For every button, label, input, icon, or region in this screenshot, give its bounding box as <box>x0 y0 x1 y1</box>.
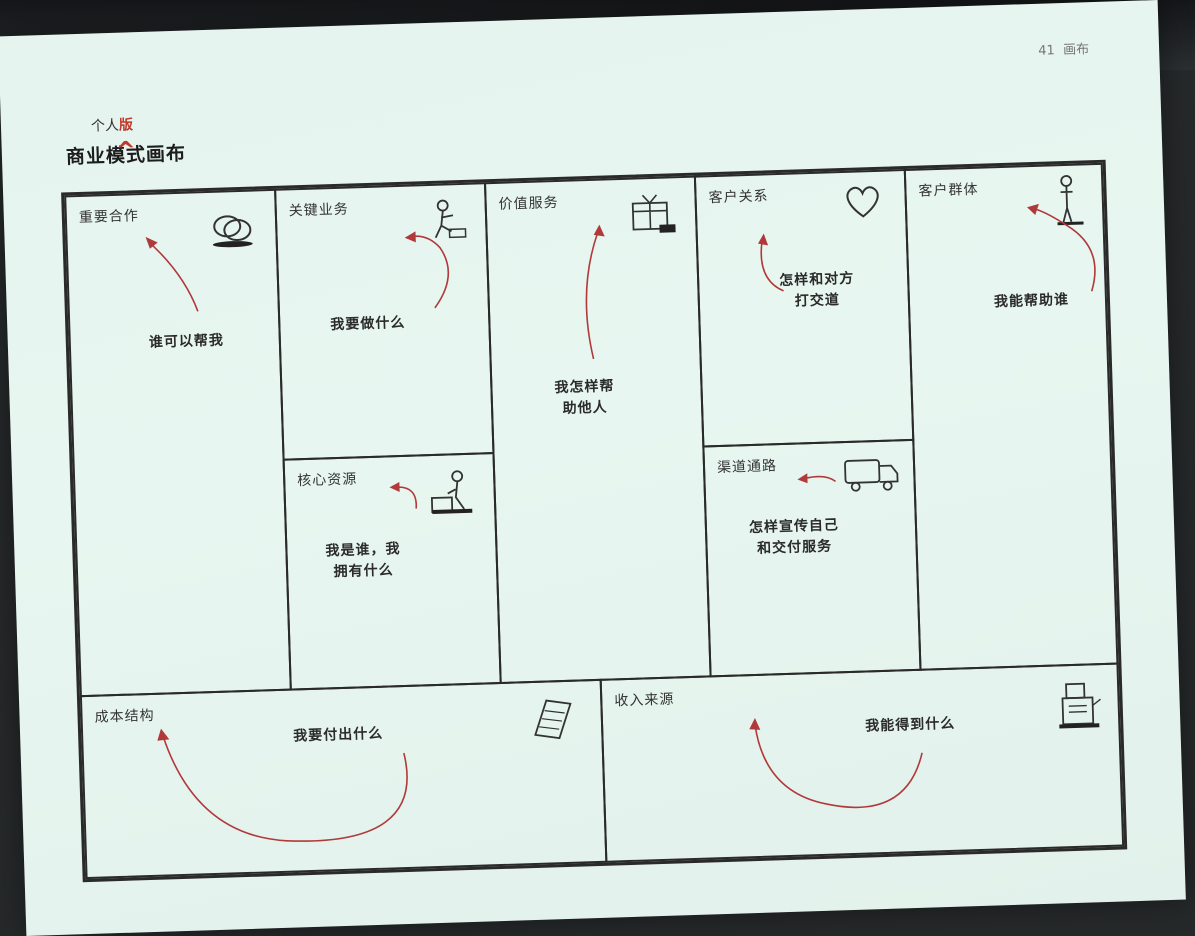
block-value-propositions: 价值服务 我怎样帮 助他人 <box>483 175 712 685</box>
block-question: 谁可以帮我 <box>148 332 225 351</box>
receipt-icon <box>534 699 572 740</box>
gift-box-icon <box>631 194 676 233</box>
arrow-icon <box>145 236 199 312</box>
cash-register-icon <box>1059 682 1101 729</box>
block-revenue-streams: 收入来源 我能得到什么 <box>599 662 1125 863</box>
business-model-canvas: 重要合作 谁可以帮我 关键业务 我要做什 <box>61 159 1128 883</box>
block-question: 我是谁，我 拥有什么 <box>325 541 401 581</box>
arrow-icon <box>157 728 408 842</box>
block-question: 我要付出什么 <box>293 725 384 745</box>
block-question: 怎样宣传自己 和交付服务 <box>748 517 840 557</box>
block-channels: 渠道通路 怎样宣传自己 和交付服务 <box>702 438 922 678</box>
worker-icon <box>434 199 467 239</box>
arrow-icon <box>585 224 605 360</box>
block-customer-segments: 客户群体 我能帮助谁 <box>903 162 1119 671</box>
person-with-tools-icon <box>430 470 473 515</box>
arrow-icon <box>749 718 923 809</box>
arrow-icon <box>758 233 784 292</box>
arrow-icon <box>1027 203 1096 292</box>
block-customer-relationships: 客户关系 怎样和对方 打交道 <box>693 168 915 448</box>
arrow-icon <box>389 482 417 509</box>
title-insertion: 个人版 <box>90 117 134 135</box>
insertion-caret-icon: ^ <box>115 136 137 165</box>
heart-icon <box>846 186 879 218</box>
block-cost-structure: 成本结构 我要付出什么 <box>79 678 608 880</box>
block-question: 我怎样帮 助他人 <box>554 378 615 417</box>
block-question: 我要做什么 <box>330 314 406 334</box>
block-question: 我能得到什么 <box>865 715 956 735</box>
block-key-resources: 核心资源 我是谁，我 拥有什么 <box>282 452 502 691</box>
arrow-icon <box>404 231 450 309</box>
page-title: 商业模式画布 个人版 ^ <box>66 117 187 170</box>
block-key-partners: 重要合作 谁可以帮我 <box>64 188 292 698</box>
page-number: 41 画布 <box>1038 42 1090 59</box>
truck-icon <box>844 459 899 492</box>
block-key-activities: 关键业务 我要做什么 <box>274 182 495 461</box>
arrow-icon <box>797 473 837 484</box>
block-question: 我能帮助谁 <box>993 291 1070 311</box>
rings-icon <box>212 215 253 248</box>
block-question: 怎样和对方 打交道 <box>778 270 855 310</box>
